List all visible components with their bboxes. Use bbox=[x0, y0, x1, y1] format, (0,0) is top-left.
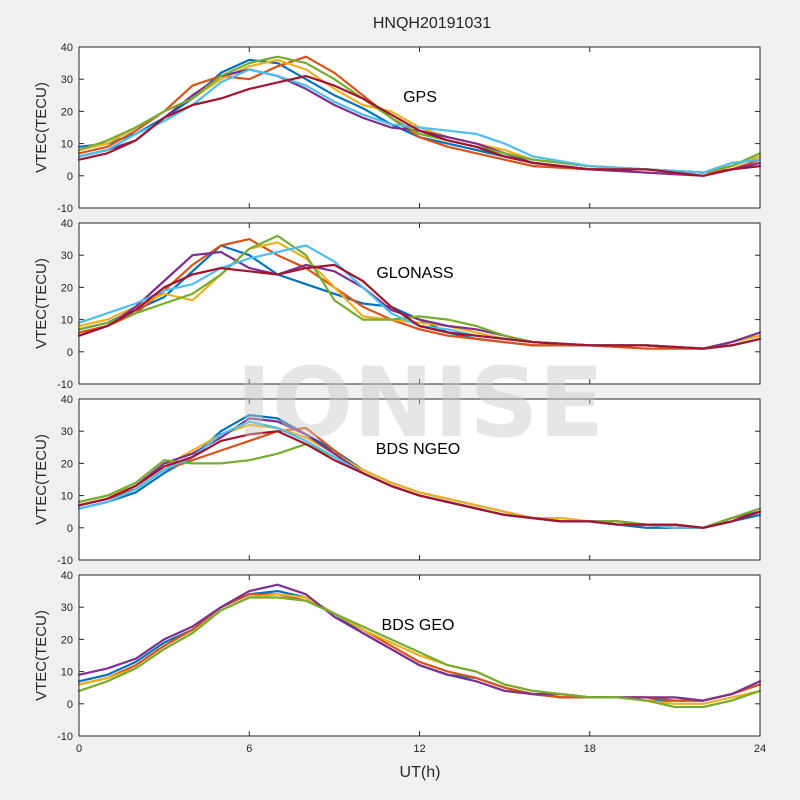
y-tick-label: -10 bbox=[57, 203, 73, 215]
y-axis-label: VTEC(TECU) bbox=[33, 82, 50, 173]
y-tick-label: 30 bbox=[61, 74, 73, 86]
watermark: IONISE bbox=[236, 347, 604, 459]
y-tick-label: 0 bbox=[67, 699, 73, 711]
plot-area bbox=[79, 399, 760, 560]
series-line bbox=[77, 430, 762, 529]
panel-annotation: GPS bbox=[403, 89, 437, 106]
x-tick-label: 6 bbox=[246, 743, 252, 755]
y-tick-label: 10 bbox=[61, 139, 73, 151]
y-axis-label: VTEC(TECU) bbox=[33, 610, 50, 701]
series-line bbox=[77, 68, 762, 174]
x-tick-label: 24 bbox=[754, 743, 766, 755]
panel-annotation: BDS GEO bbox=[382, 617, 455, 634]
y-tick-label: 10 bbox=[61, 315, 73, 327]
y-tick-label: 20 bbox=[61, 634, 73, 646]
series-line bbox=[77, 68, 762, 177]
series-line bbox=[77, 238, 762, 350]
y-tick-label: 0 bbox=[67, 347, 73, 359]
series-line bbox=[77, 596, 762, 709]
x-tick-label: 12 bbox=[413, 743, 425, 755]
panel-annotation: BDS NGEO bbox=[376, 441, 460, 458]
y-tick-label: -10 bbox=[57, 731, 73, 743]
y-tick-label: 10 bbox=[61, 667, 73, 679]
panel-glonass: -10 0 10 20 30 40 VTEC(TECU) GLONASS bbox=[33, 218, 762, 391]
y-tick-label: 10 bbox=[61, 491, 73, 503]
y-tick-label: -10 bbox=[57, 555, 73, 567]
x-tick-label: 18 bbox=[584, 743, 596, 755]
plot-area bbox=[79, 223, 760, 384]
y-tick-label: 0 bbox=[67, 171, 73, 183]
series-line bbox=[77, 263, 762, 350]
y-tick-label: 30 bbox=[61, 250, 73, 262]
x-tick-label: 0 bbox=[76, 743, 82, 755]
y-tick-label: 20 bbox=[61, 458, 73, 470]
y-axis-label: VTEC(TECU) bbox=[33, 258, 50, 349]
panel-bds-ngeo: -10 0 10 20 30 40 VTEC(TECU) BDS NGEO bbox=[33, 394, 762, 567]
x-axis-label: UT(h) bbox=[400, 764, 441, 781]
panel-annotation: GLONASS bbox=[376, 265, 453, 282]
y-tick-label: 40 bbox=[61, 218, 73, 230]
y-tick-label: 30 bbox=[61, 602, 73, 614]
y-tick-label: 30 bbox=[61, 426, 73, 438]
y-axis-label: VTEC(TECU) bbox=[33, 434, 50, 525]
y-tick-label: 20 bbox=[61, 282, 73, 294]
y-tick-label: -10 bbox=[57, 379, 73, 391]
figure-title: HNQH20191031 bbox=[373, 15, 491, 32]
y-tick-label: 40 bbox=[61, 394, 73, 406]
panel-gps: -10 0 10 20 30 40 VTEC(TECU) GPS bbox=[33, 42, 762, 215]
series-line bbox=[77, 74, 762, 177]
y-tick-label: 20 bbox=[61, 106, 73, 118]
series-line bbox=[77, 583, 762, 702]
y-tick-label: 40 bbox=[61, 570, 73, 582]
y-tick-label: 0 bbox=[67, 523, 73, 535]
y-tick-label: 40 bbox=[61, 42, 73, 54]
